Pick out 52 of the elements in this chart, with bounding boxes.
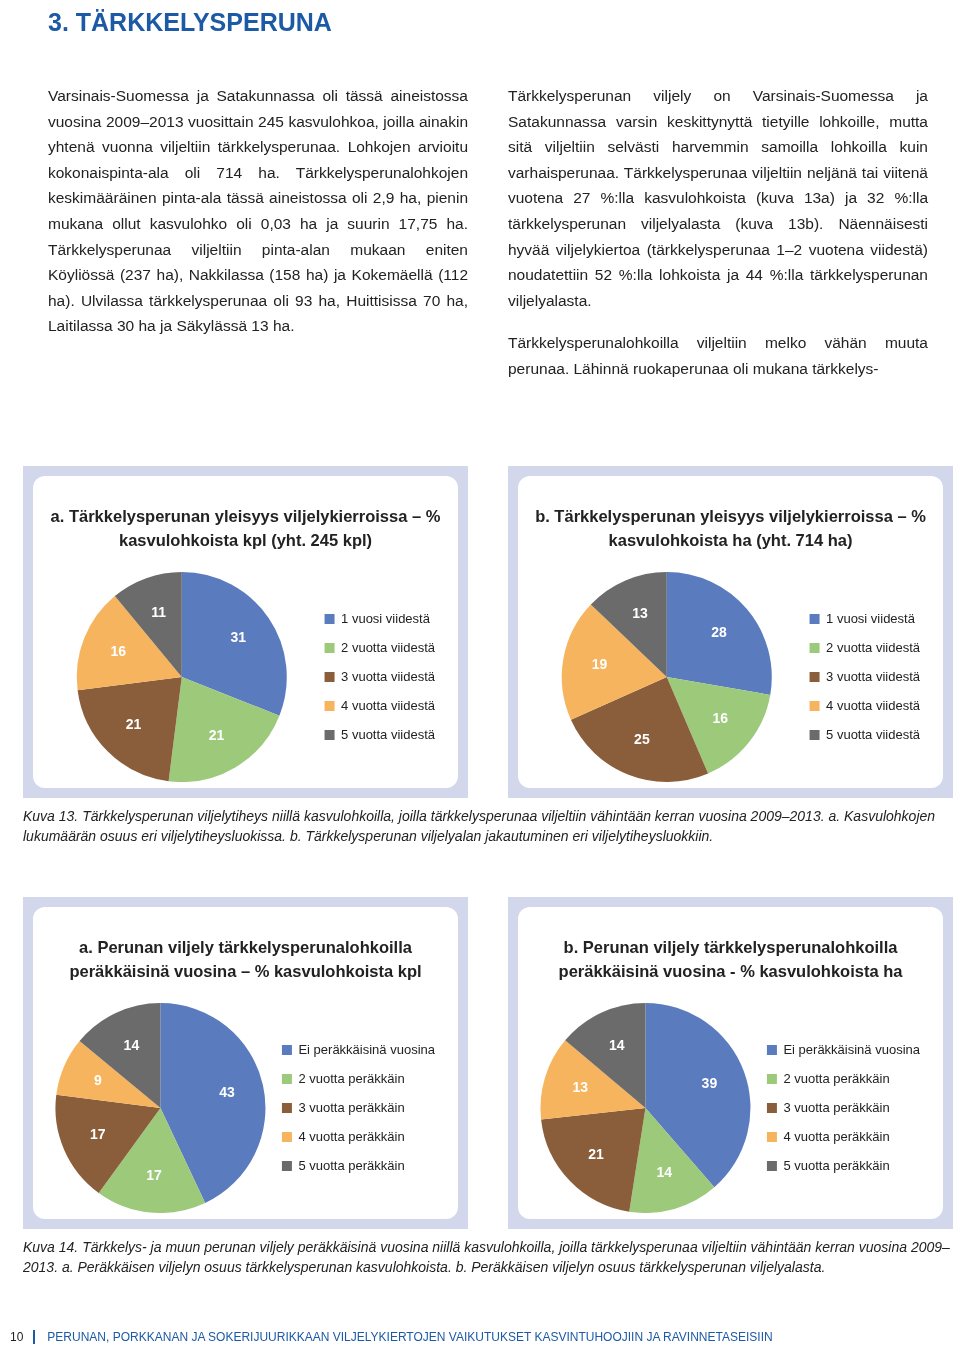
data-label: 13 [572, 1078, 589, 1095]
data-label: 11 [151, 603, 167, 620]
chart-title: b. Perunan viljely tärkkelysperunalohkoilla peräkkäisinä vuosina - % kasvulohkoista ha [557, 937, 904, 982]
data-label: 9 [93, 1071, 102, 1088]
legend-label: 3 vuotta viidestä [341, 668, 436, 684]
legend-label: 4 vuotta peräkkäin [298, 1128, 405, 1144]
legend-label: 1 vuosi viidestä [341, 610, 431, 626]
data-label: 43 [219, 1083, 236, 1100]
legend-label: 2 vuotta viidestä [341, 639, 436, 655]
chart-title: a. Perunan viljely tärkkelysperunalohkoilla peräkkäisinä vuosina – % kasvulohkoista kpl [68, 937, 423, 982]
text: 10 [9, 1330, 24, 1344]
text: Kuva 13. Tärkkelysperunan viljelytiheys niillä kasvulohkoilla, joilla tärkkelysperunaa viljeltiin vähintään kerran vuosina 2009–2013. a. Kasvulohkojen lukumäärän osuus eri viljelytiheysluokissa. b. Tärkkelysperunan viljelyalan jakautuminen eri viljelytiheysluokkiin. [23, 807, 937, 846]
data-label: 14 [123, 1037, 140, 1054]
legend-label: Ei peräkkäisinä vuosina [298, 1041, 436, 1057]
text: PERUNAN, PORKKANAN JA SOKERIJUURIKKAAN VILJELYKIERTOJEN VAIKUTUKSET KASVINTUHOOJIIN JA RAVINNETASEISIIN [47, 1330, 773, 1344]
legend-label: 4 vuotta viidestä [826, 697, 921, 713]
legend-label: 3 vuotta peräkkäin [298, 1099, 405, 1115]
data-label: 14 [656, 1164, 673, 1181]
legend-label: 1 vuosi viidestä [826, 610, 916, 626]
data-label: 13 [632, 605, 648, 622]
data-label: 28 [711, 623, 727, 640]
data-label: 17 [146, 1166, 163, 1183]
legend-label: 5 vuotta peräkkäin [783, 1157, 890, 1173]
legend-label: 5 vuotta peräkkäin [298, 1157, 405, 1173]
text: Tärkkelysperunalohkoilla viljeltiin melko vähän muuta perunaa. Lähinnä ruokaperunaa oli mukana tärkkelys- [508, 333, 928, 379]
data-label: 21 [588, 1145, 605, 1162]
data-label: 39 [701, 1074, 718, 1091]
data-label: 19 [591, 656, 608, 673]
chart-title: a. Tärkkelysperunan yleisyys viljelykierroissa – % kasvulohkoista kpl (yht. 245 kpl) [49, 506, 442, 551]
legend-label: 5 vuotta viidestä [341, 726, 436, 742]
data-label: 31 [230, 629, 247, 646]
text: Varsinais-Suomessa ja Satakunnassa oli tässä aineistossa vuosina 2009–2013 vuosittain 245 kasvulohkoa, joilla ainakin yhtenä vuonna viljeltiin tärkkelysperunaa. Lohkojen arvioitu kokonaispinta-ala oli 714 ha. Tärkkelysperunalohkojen keskimääräinen pinta-ala tässä aineistossa oli 2,9 ha, pienin mukana ollut kasvulohko oli 0,03 ha ja suurin 17,75 ha. Tärkkelysperunaa viljeltiin pinta-alan mukaan eniten Köyliössä (237 ha), Nakkilassa (158 ha) ja Kokemäellä (112 ha). Ulvilassa tärkkelysperunaa oli 93 ha, Huittisissa 70 ha, Laitilassa 30 ha ja Säkylässä 13 ha. [48, 87, 468, 335]
text: Tärkkelysperunan viljely on Varsinais-Suomessa ja Satakunnassa varsin keskittynyttä tietyille lohkoille, mutta sitä viljeltiin selvästi harvemmin samoilla lohkoilla kuin varhaisperunaa. Tärkkelysperunaa viljeltiin neljänä tai viitenä vuotena 27 %:lla kasvulohkoista (kuva 13a) ja 32 %:lla tärkkelysperunan viljelyalasta (kuva 13b). Näennäisesti hyvää viljelykiertoa (tärkkelysperunaa 1–2 vuotena viidestä) noudatettiin 52 %:lla lohkoista ja 44 %:lla tärkkelysperunan viljelyalasta. [508, 87, 928, 309]
data-label: 21 [208, 726, 225, 743]
legend-label: 2 vuotta peräkkäin [298, 1070, 405, 1086]
data-label: 17 [90, 1125, 106, 1142]
data-label: 25 [634, 731, 650, 748]
legend-label: 3 vuotta peräkkäin [783, 1099, 890, 1115]
legend-label: 2 vuotta peräkkäin [783, 1070, 890, 1086]
data-label: 14 [608, 1036, 625, 1053]
data-label: 16 [712, 710, 729, 727]
legend-label: 2 vuotta viidestä [826, 639, 921, 655]
legend-label: 5 vuotta viidestä [826, 726, 921, 742]
legend-label: 4 vuotta viidestä [341, 697, 436, 713]
data-label: 16 [110, 642, 127, 659]
chart-title: b. Tärkkelysperunan yleisyys viljelykierroissa – % kasvulohkoista ha (yht. 714 ha) [534, 506, 927, 551]
legend-label: 3 vuotta viidestä [826, 668, 921, 684]
data-label: 21 [125, 716, 142, 733]
legend-label: 4 vuotta peräkkäin [783, 1128, 890, 1144]
text: Kuva 14. Tärkkelys- ja muun perunan viljely peräkkäisinä vuosina niillä kasvulohkoilla, joilla tärkkelysperunaa viljeltiin vähintään kerran vuosina 2009–2013. a. Peräkkäisen viljelyn osuus tärkkelysperunan kasvulohkoista. b. Peräkkäisen viljelyn osuus tärkkelysperunan viljelyalasta. [23, 1238, 951, 1277]
legend-label: Ei peräkkäisinä vuosina [783, 1041, 921, 1057]
text: 3. TÄRKKELYSPERUNA [48, 8, 332, 37]
